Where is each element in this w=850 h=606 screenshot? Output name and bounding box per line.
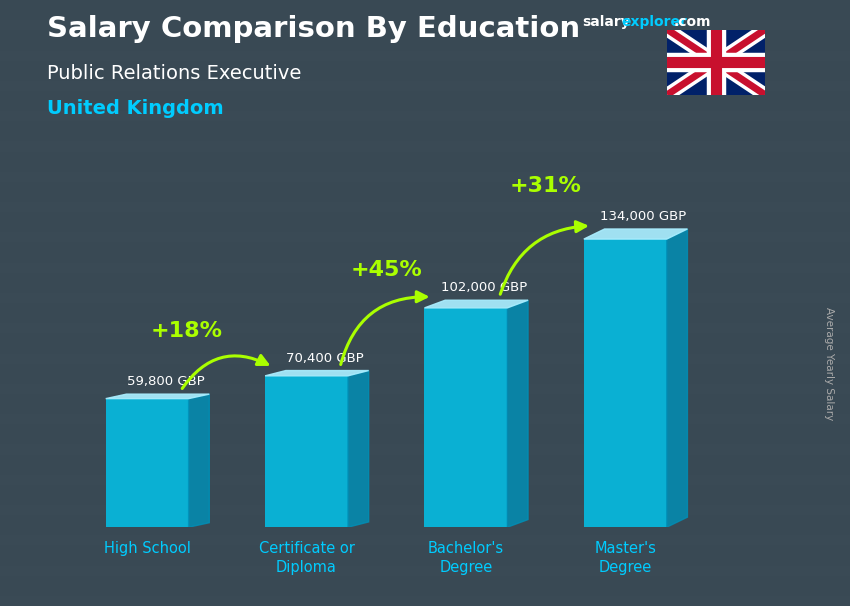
Text: United Kingdom: United Kingdom <box>47 99 224 118</box>
Bar <box>0 30 850 41</box>
Bar <box>0 212 850 222</box>
Text: salary: salary <box>582 15 630 28</box>
Bar <box>0 545 850 556</box>
Polygon shape <box>507 300 528 527</box>
Text: 70,400 GBP: 70,400 GBP <box>286 351 364 365</box>
Text: +18%: +18% <box>151 321 223 341</box>
Text: Salary Comparison By Education: Salary Comparison By Education <box>47 15 580 43</box>
Polygon shape <box>584 229 688 239</box>
Bar <box>0 162 850 171</box>
Text: Public Relations Executive: Public Relations Executive <box>47 64 301 82</box>
Bar <box>0 404 850 414</box>
Bar <box>0 323 850 333</box>
Bar <box>0 0 850 10</box>
Bar <box>0 293 850 303</box>
Bar <box>0 435 850 444</box>
Bar <box>0 535 850 545</box>
Bar <box>0 303 850 313</box>
Bar <box>0 202 850 212</box>
Bar <box>0 283 850 293</box>
Bar <box>0 81 850 91</box>
Bar <box>0 576 850 586</box>
Bar <box>105 399 189 527</box>
Text: +31%: +31% <box>510 176 581 196</box>
Polygon shape <box>265 370 369 376</box>
Bar <box>0 384 850 394</box>
Bar <box>0 515 850 525</box>
Text: 102,000 GBP: 102,000 GBP <box>441 281 527 294</box>
Bar <box>0 232 850 242</box>
Bar <box>0 20 850 30</box>
Bar <box>0 596 850 606</box>
Bar <box>0 353 850 364</box>
Bar <box>0 414 850 424</box>
Bar <box>0 61 850 71</box>
Polygon shape <box>105 394 209 399</box>
Bar <box>0 91 850 101</box>
Bar <box>0 132 850 141</box>
Bar <box>0 253 850 262</box>
Bar <box>0 262 850 273</box>
Bar <box>0 465 850 474</box>
Bar <box>265 376 348 527</box>
Bar <box>0 71 850 81</box>
Bar <box>0 101 850 111</box>
Bar <box>0 152 850 162</box>
Bar <box>0 485 850 495</box>
Bar <box>0 454 850 465</box>
Bar <box>0 586 850 596</box>
Bar <box>0 192 850 202</box>
Bar <box>0 505 850 515</box>
Bar <box>0 525 850 535</box>
Text: .com: .com <box>673 15 711 28</box>
Bar <box>0 50 850 61</box>
Bar <box>0 565 850 576</box>
Text: +45%: +45% <box>350 260 422 280</box>
Text: 59,800 GBP: 59,800 GBP <box>127 375 204 388</box>
Bar <box>0 121 850 132</box>
Bar <box>0 556 850 565</box>
Bar <box>0 444 850 454</box>
Text: 134,000 GBP: 134,000 GBP <box>600 210 687 223</box>
Bar <box>0 495 850 505</box>
Bar <box>424 308 507 527</box>
Polygon shape <box>189 394 209 527</box>
Bar <box>0 344 850 353</box>
Bar <box>584 239 666 527</box>
Bar <box>0 111 850 121</box>
Polygon shape <box>666 229 688 527</box>
Bar <box>0 41 850 50</box>
Bar <box>0 10 850 20</box>
Bar <box>0 273 850 283</box>
Bar <box>0 222 850 232</box>
Bar <box>0 182 850 192</box>
Polygon shape <box>424 300 528 308</box>
Bar <box>0 364 850 374</box>
Text: explorer: explorer <box>621 15 687 28</box>
Bar <box>0 424 850 435</box>
Bar <box>0 333 850 344</box>
Bar <box>0 171 850 182</box>
Polygon shape <box>348 370 369 527</box>
Bar <box>0 141 850 152</box>
Bar <box>0 394 850 404</box>
Bar <box>0 374 850 384</box>
Bar <box>0 242 850 253</box>
Text: Average Yearly Salary: Average Yearly Salary <box>824 307 834 420</box>
Bar <box>0 474 850 485</box>
Bar <box>0 313 850 323</box>
